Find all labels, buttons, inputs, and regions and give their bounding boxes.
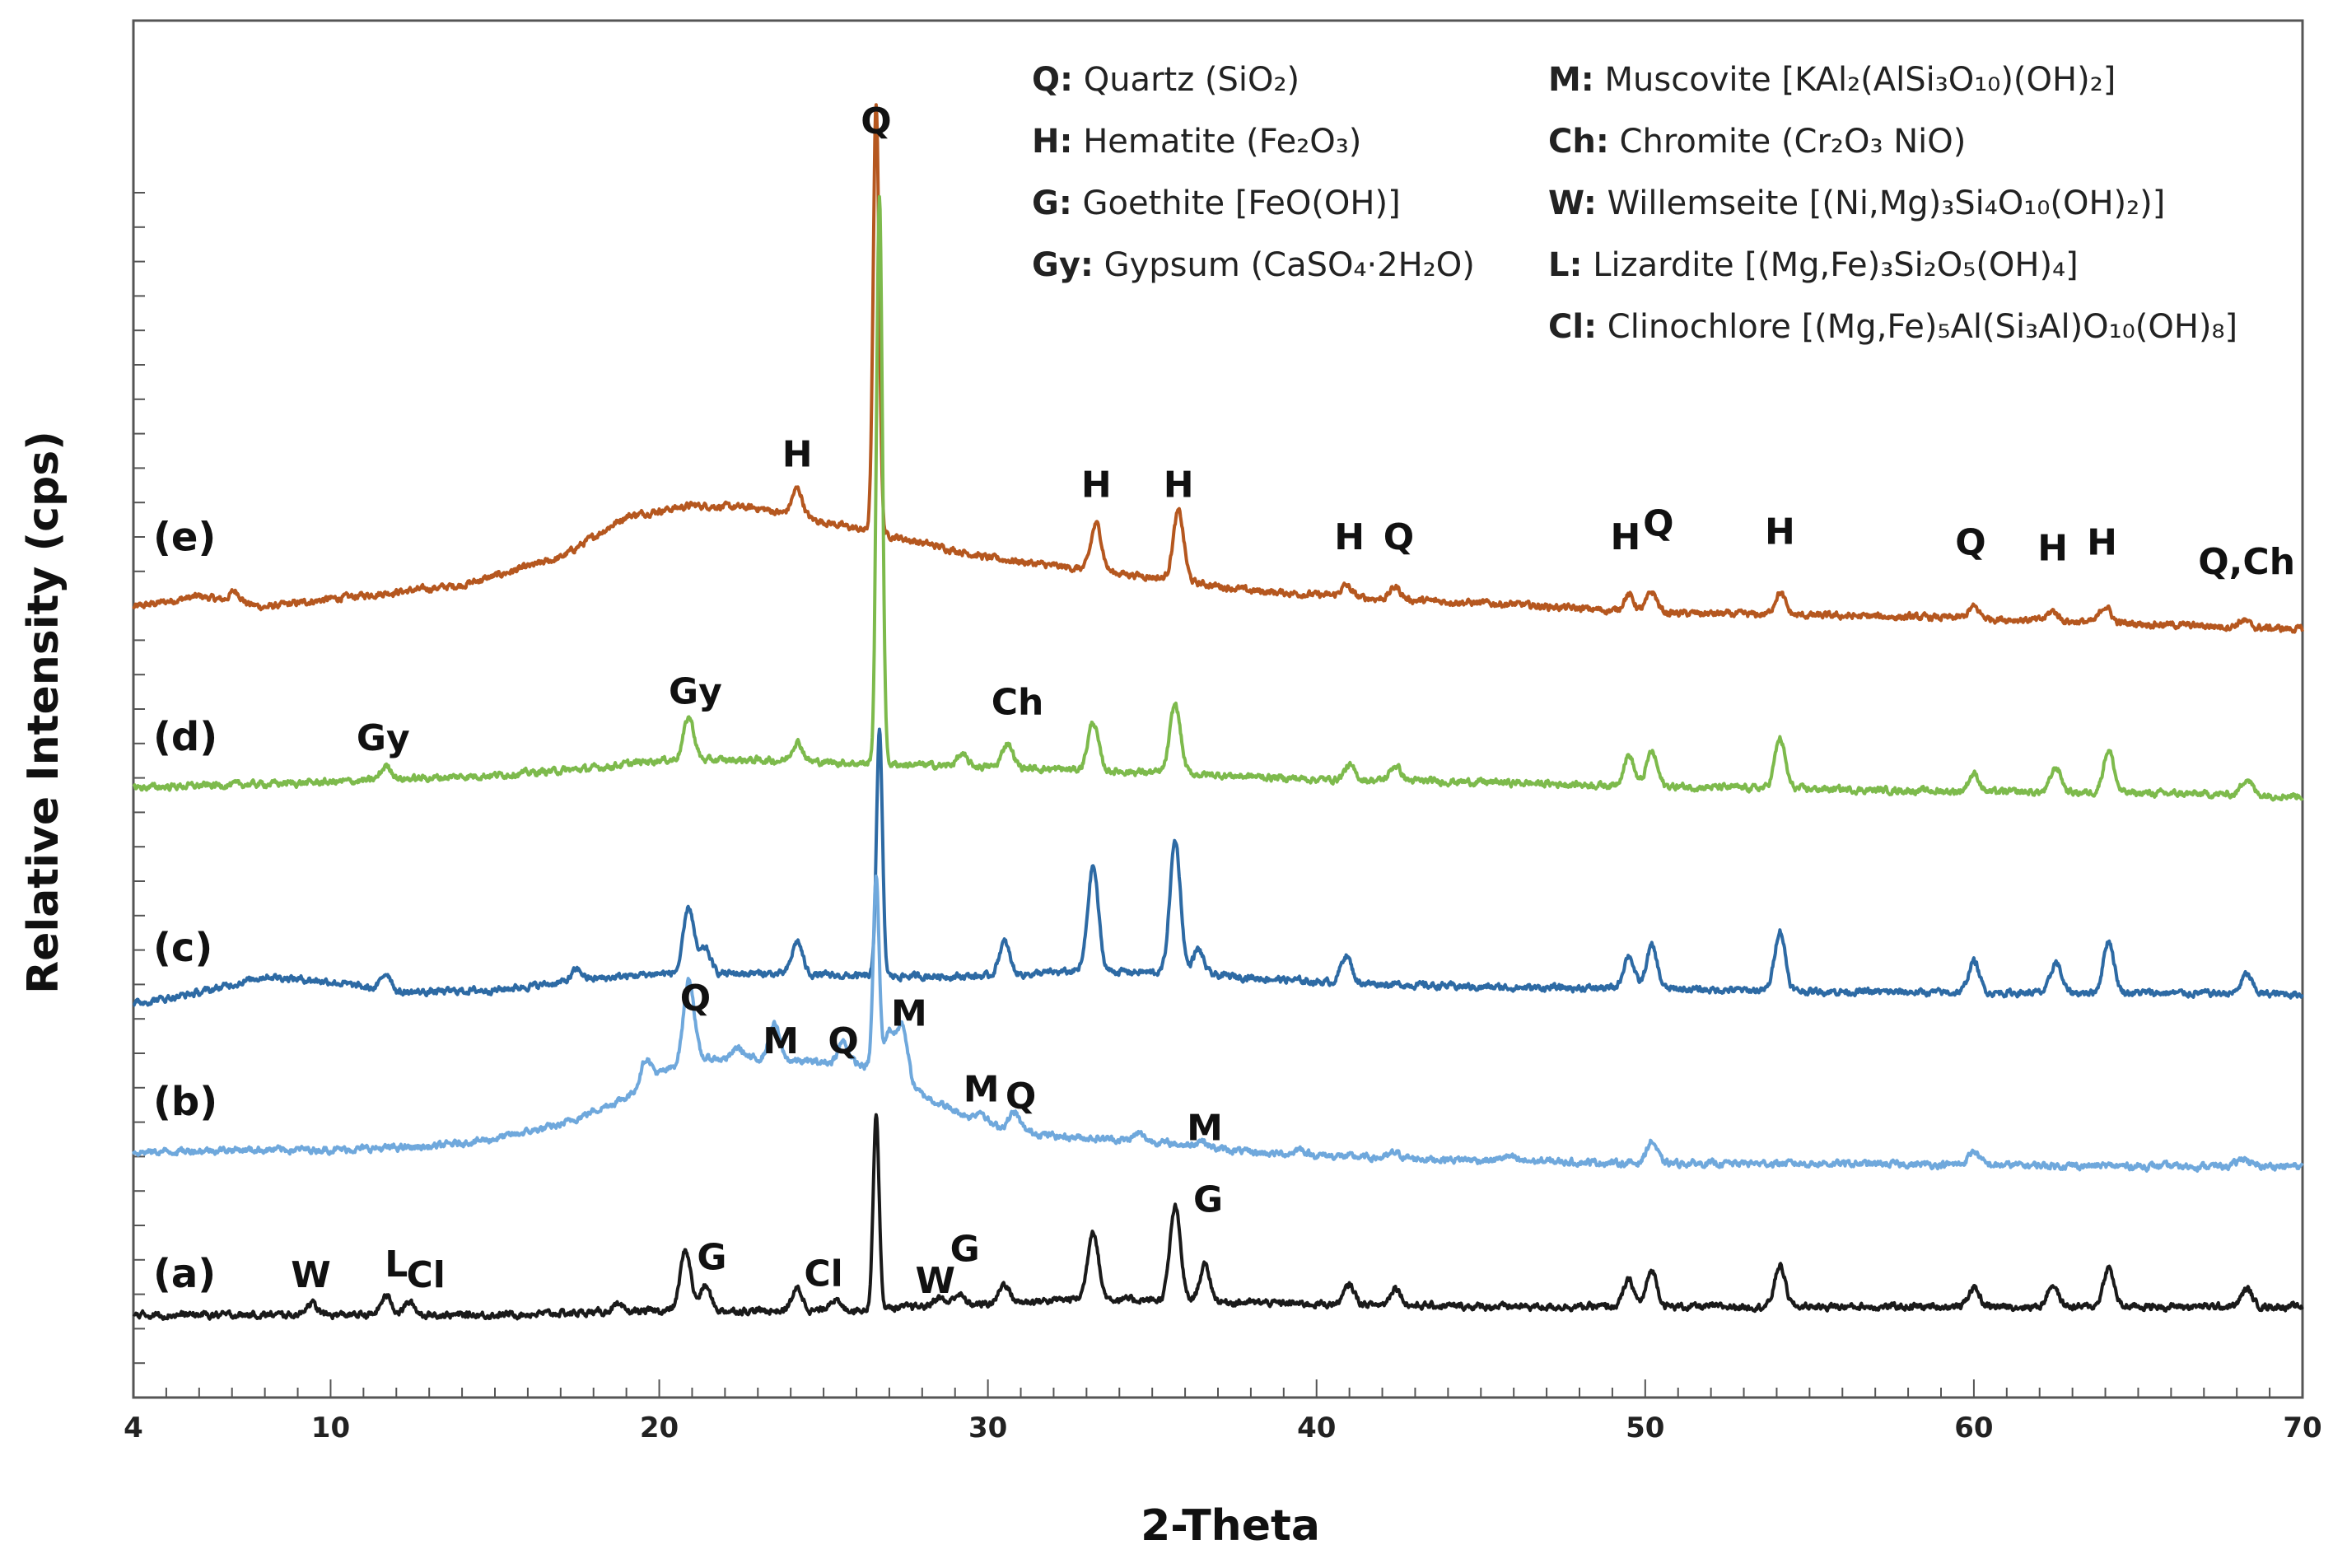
- peak-annotation: H: [2087, 522, 2117, 564]
- legend-key: H:: [1032, 123, 1072, 161]
- legend-entry: G: Goethite [FeO(OH)]: [1032, 184, 1401, 222]
- peak-annotation: Q: [680, 978, 711, 1020]
- legend-entry: Ch: Chromite (Cr₂O₃ NiO): [1548, 123, 1966, 161]
- legend-formula: (SiO₂): [1205, 61, 1299, 99]
- legend-entry: Q: Quartz (SiO₂): [1032, 61, 1299, 99]
- peak-annotation: W: [291, 1254, 331, 1296]
- peak-annotation: Q: [1955, 522, 1985, 564]
- xrd-trace-b: [132, 874, 2304, 1173]
- x-tick-label: 60: [1954, 1412, 1993, 1444]
- x-tick-label: 10: [311, 1412, 350, 1444]
- legend-key: Gy:: [1032, 246, 1094, 284]
- peak-annotation: Q: [1383, 516, 1414, 558]
- legend-formula: (Fe₂O₃): [1246, 123, 1361, 161]
- peak-annotation: M: [763, 1020, 799, 1062]
- legend-entry: H: Hematite (Fe₂O₃): [1032, 123, 1361, 161]
- peak-annotation: H: [1334, 516, 1365, 558]
- legend-formula: [(Mg,Fe)₃Si₂O₅(OH)₄]: [1744, 246, 2078, 284]
- peak-annotation: H: [782, 434, 813, 476]
- peak-annotation: G: [697, 1237, 726, 1279]
- legend-mineral: Chromite: [1609, 123, 1781, 161]
- x-tick-label: 30: [968, 1412, 1007, 1444]
- peak-annotation: H: [1164, 464, 1194, 506]
- x-tick-label: 20: [640, 1412, 679, 1444]
- axis-ticks: 4 10 20 30 40 50 60 70: [124, 192, 2322, 1444]
- peak-annotation: Cl: [407, 1254, 446, 1296]
- legend-mineral: Gypsum: [1094, 246, 1251, 284]
- peak-annotation: Q: [828, 1020, 858, 1062]
- peak-annotation: Q: [1643, 502, 1673, 544]
- legend-key: Cl:: [1548, 308, 1597, 346]
- peak-annotation: H: [1610, 516, 1640, 558]
- x-tick-label: 70: [2283, 1412, 2321, 1444]
- legend-entry: Gy: Gypsum (CaSO₄·2H₂O): [1032, 246, 1475, 284]
- peak-annotation: G: [1193, 1178, 1223, 1220]
- xrd-trace-e: [132, 103, 2304, 634]
- peak-annotation: M: [1187, 1107, 1223, 1149]
- xrd-trace-c: [132, 727, 2304, 1007]
- trace-label: (a): [153, 1251, 216, 1297]
- peak-annotation: H: [1081, 464, 1112, 506]
- trace-label: (e): [153, 515, 216, 561]
- legend-mineral: Willemseite: [1597, 184, 1809, 222]
- legend-entry: L: Lizardite [(Mg,Fe)₃Si₂O₅(OH)₄]: [1548, 246, 2079, 284]
- trace-label: (d): [153, 714, 217, 760]
- xrd-trace-d: [132, 194, 2304, 802]
- legend-key: M:: [1548, 61, 1594, 99]
- peak-annotation: Gy: [669, 670, 722, 712]
- legend-key: Q:: [1032, 61, 1073, 99]
- legend-mineral: Goethite: [1072, 184, 1235, 222]
- legend-mineral: Quartz: [1073, 61, 1205, 99]
- legend-mineral: Muscovite: [1594, 61, 1782, 99]
- peak-annotation: H: [2037, 527, 2068, 569]
- legend-formula: (Cr₂O₃ NiO): [1781, 123, 1966, 161]
- peak-annotation: Q: [1006, 1076, 1036, 1118]
- peak-annotation: Q,Ch: [2198, 541, 2295, 583]
- x-tick-label: 4: [124, 1412, 143, 1444]
- legend-key: G:: [1032, 184, 1072, 222]
- peak-annotation: G: [950, 1228, 980, 1270]
- legend-key: L:: [1548, 246, 1582, 284]
- peak-annotation: Gy: [357, 717, 410, 759]
- legend-key: W:: [1548, 184, 1597, 222]
- legend-formula: [(Ni,Mg)₃Si₄O₁₀(OH)₂)]: [1809, 184, 2166, 222]
- legend-formula: [FeO(OH)]: [1235, 184, 1401, 222]
- legend-key: Ch:: [1548, 123, 1609, 161]
- legend-entry: Cl: Clinochlore [(Mg,Fe)₅Al(Si₃Al)O₁₀(OH…: [1548, 308, 2237, 346]
- legend-mineral: Clinochlore: [1597, 308, 1802, 346]
- legend-entry: W: Willemseite [(Ni,Mg)₃Si₄O₁₀(OH)₂)]: [1548, 184, 2165, 222]
- legend-mineral: Lizardite: [1582, 246, 1744, 284]
- peak-annotation: H: [1765, 511, 1795, 553]
- legend-formula: [(Mg,Fe)₅Al(Si₃Al)O₁₀(OH)₈]: [1802, 308, 2238, 346]
- x-tick-label: 40: [1297, 1412, 1336, 1444]
- peak-annotation: M: [891, 993, 927, 1035]
- peak-annotation: W: [916, 1260, 956, 1302]
- x-axis-title: 2-Theta: [1141, 1501, 1320, 1551]
- legend: Q: Quartz (SiO₂) H: Hematite (Fe₂O₃) G: Go…: [1032, 61, 2237, 346]
- xrd-trace-a: [132, 1113, 2304, 1321]
- y-axis-title: Relative Intensity (cps): [19, 431, 68, 994]
- xrd-traces: [132, 103, 2304, 1321]
- x-tick-label: 50: [1626, 1412, 1664, 1444]
- trace-label: (c): [153, 925, 212, 971]
- peak-annotation: M: [964, 1069, 1000, 1111]
- trace-label: (b): [153, 1079, 217, 1125]
- legend-formula: (CaSO₄·2H₂O): [1251, 246, 1475, 284]
- legend-entry: M: Muscovite [KAl₂(AlSi₃O₁₀)(OH)₂]: [1548, 61, 2116, 99]
- peak-annotation: Ch: [992, 682, 1044, 724]
- trace-labels: (e) (d) (c) (b) (a): [153, 515, 217, 1298]
- legend-mineral: Hematite: [1072, 123, 1246, 161]
- peak-annotation: Q: [861, 100, 891, 142]
- legend-formula: [KAl₂(AlSi₃O₁₀)(OH)₂]: [1782, 61, 2116, 99]
- peak-annotation: Cl: [804, 1253, 842, 1295]
- peak-annotation: L: [385, 1244, 408, 1286]
